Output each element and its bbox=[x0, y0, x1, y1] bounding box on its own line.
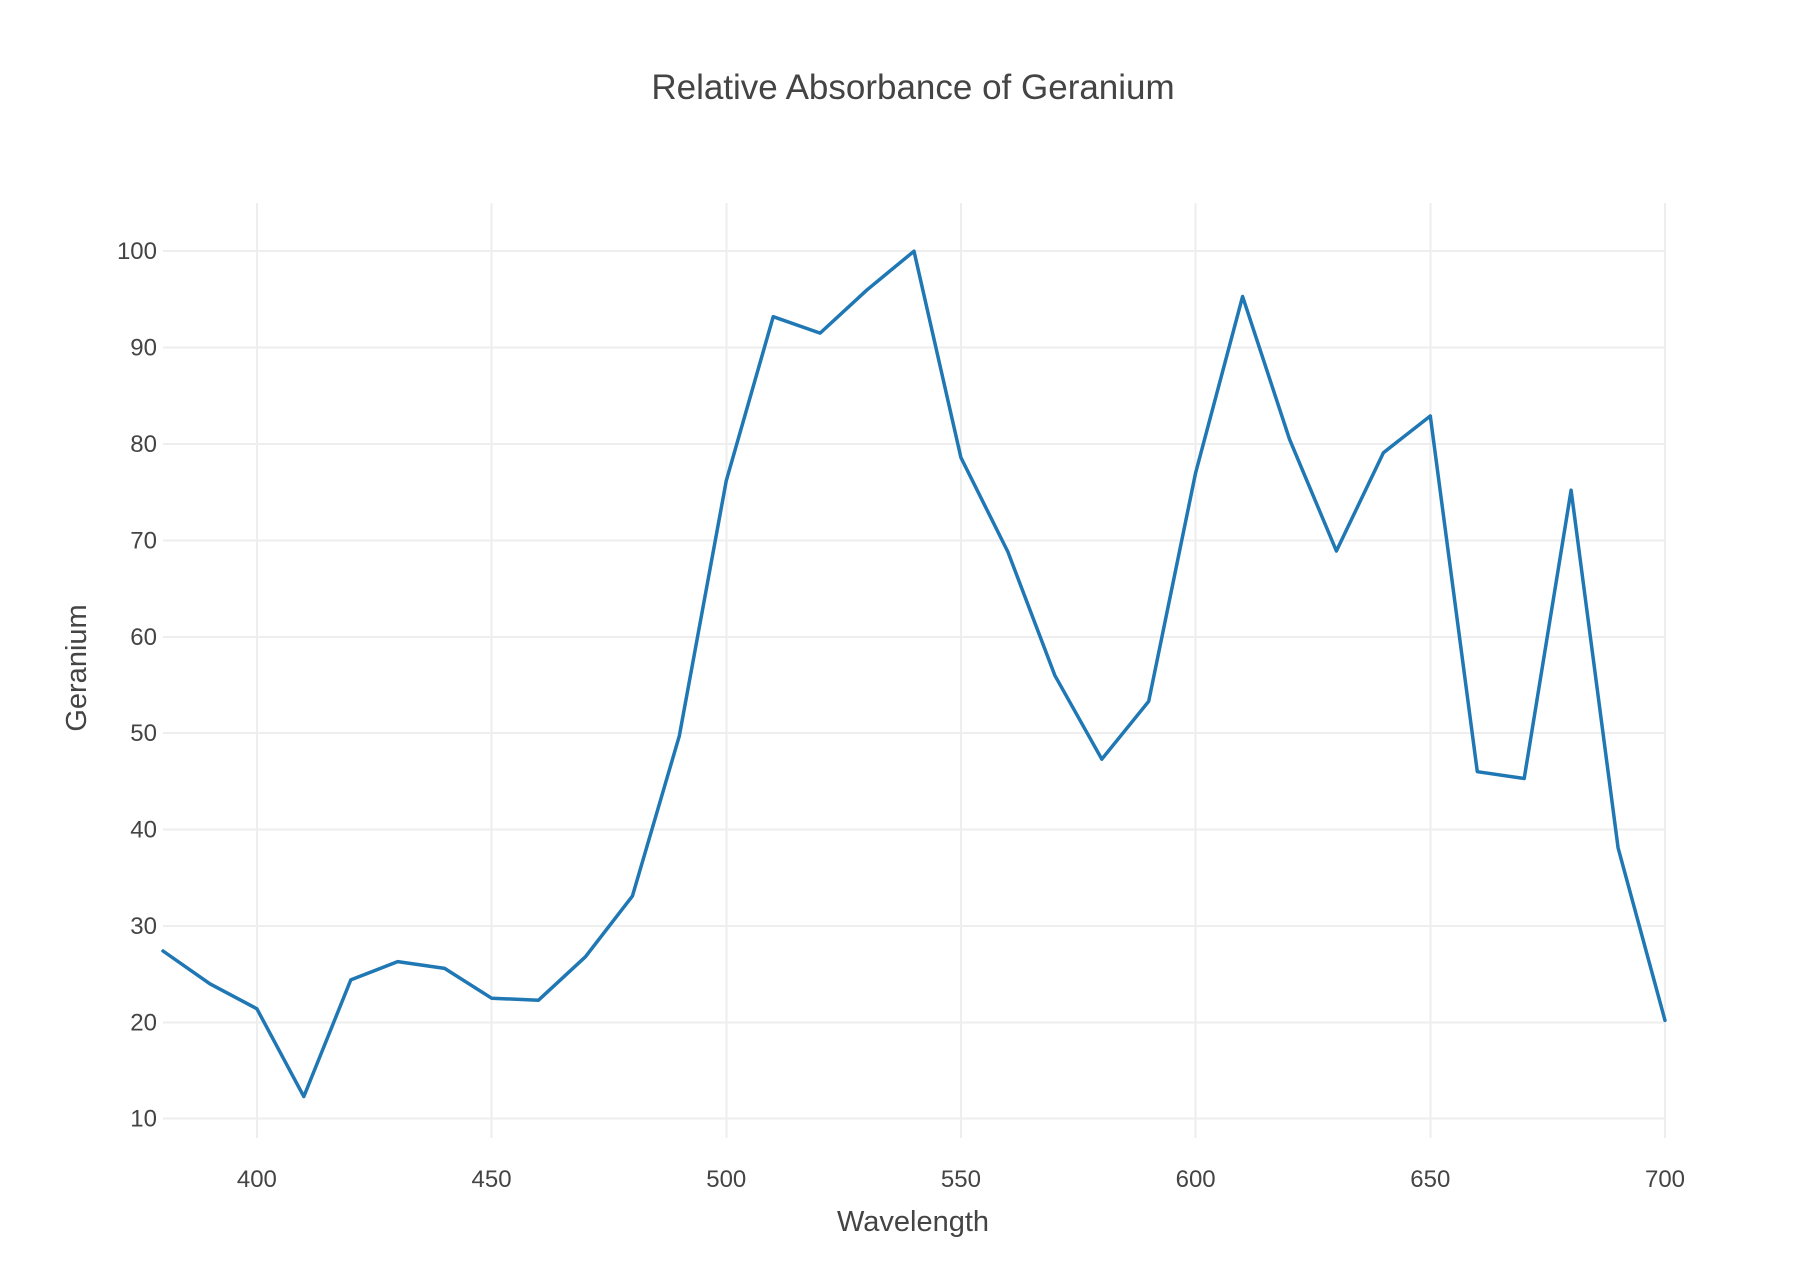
y-tick-label-80: 80 bbox=[130, 431, 157, 458]
y-tick-label-90: 90 bbox=[130, 335, 157, 362]
y-tick-label-100: 100 bbox=[117, 238, 157, 265]
y-tick-label-30: 30 bbox=[130, 913, 157, 940]
x-axis-ticks: 400 450 500 550 600 650 700 bbox=[237, 1166, 1685, 1193]
series-line-0 bbox=[161, 249, 1667, 1099]
x-tick-label-450: 450 bbox=[472, 1166, 512, 1193]
grid bbox=[163, 203, 1666, 1138]
series-layer bbox=[161, 249, 1667, 1099]
chart-title: Relative Absorbance of Geranium bbox=[651, 68, 1174, 107]
x-tick-label-700: 700 bbox=[1645, 1166, 1685, 1193]
x-tick-label-400: 400 bbox=[237, 1166, 277, 1193]
x-axis-title: Wavelength bbox=[837, 1206, 989, 1238]
y-axis-ticks: 10 20 30 40 50 60 70 80 90 100 bbox=[117, 238, 157, 1133]
y-axis-title: Geranium bbox=[61, 604, 93, 731]
x-tick-label-550: 550 bbox=[941, 1166, 981, 1193]
x-tick-label-500: 500 bbox=[706, 1166, 746, 1193]
y-tick-label-10: 10 bbox=[130, 1106, 157, 1133]
y-tick-label-60: 60 bbox=[130, 624, 157, 651]
x-tick-label-650: 650 bbox=[1410, 1166, 1450, 1193]
y-tick-label-50: 50 bbox=[130, 720, 157, 747]
y-tick-label-70: 70 bbox=[130, 527, 157, 554]
y-tick-label-40: 40 bbox=[130, 817, 157, 844]
x-tick-label-600: 600 bbox=[1176, 1166, 1216, 1193]
y-tick-label-20: 20 bbox=[130, 1009, 157, 1036]
